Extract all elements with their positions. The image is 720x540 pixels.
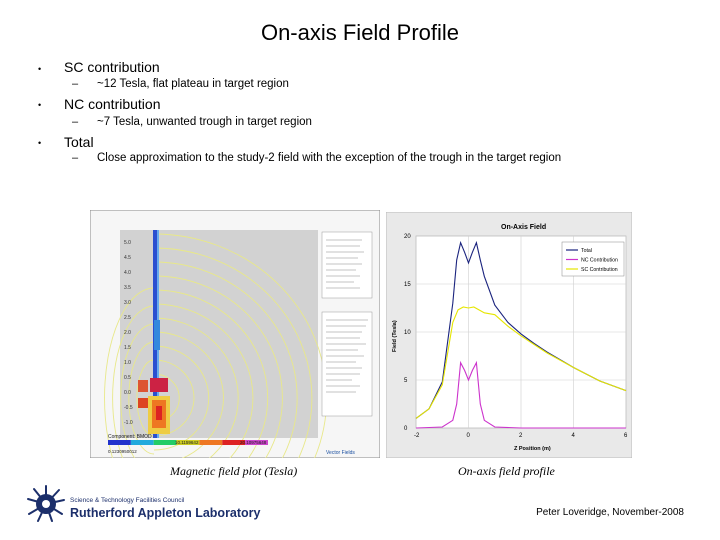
- field-plot-y-tick-label: 4.5: [124, 255, 131, 261]
- field-contour: [153, 289, 269, 458]
- field-plot-y-tick-label: -0.5: [124, 405, 133, 411]
- field-contour-lines: [104, 233, 328, 458]
- on-axis-field-chart: On-Axis Field -2 0 2 4 6 0 5 10 15 20 Total NC Con…: [386, 212, 632, 458]
- field-contour: [153, 303, 254, 458]
- field-plot-y-tick-label: 3.0: [124, 300, 131, 306]
- field-plot-y-tick-label: 1.0: [124, 360, 131, 366]
- sc-coil: [150, 378, 168, 392]
- field-contour: [128, 341, 155, 455]
- field-contour: [153, 261, 298, 458]
- bullet-marker: •: [38, 138, 42, 148]
- sub-bullet-total: Close approximation to the study-2 field…: [97, 152, 562, 164]
- x-tick-label: 6: [624, 433, 628, 439]
- bullet-marker: •: [38, 100, 42, 110]
- logo-lab-name: Rutherford Appleton Laboratory: [70, 506, 261, 520]
- chart-title: On-Axis Field: [501, 224, 546, 231]
- y-axis-label: Field (Tesla): [392, 320, 398, 352]
- y-tick-label: 0: [404, 426, 408, 432]
- field-colorbar: [108, 440, 268, 445]
- x-tick-label: 4: [572, 433, 576, 439]
- field-plot-y-tick-label: 5.0: [124, 240, 131, 246]
- field-plot-y-tick-label: 0.5: [124, 375, 131, 381]
- magnetic-field-plot: 5.0 4.5 4.0 3.5 3.0 2.5 2.0 1.5 1.0 0.5 0.0 -0.5 -1.…: [90, 210, 380, 458]
- colorbar-segment: [130, 440, 154, 445]
- field-contour: [153, 331, 224, 458]
- field-contour: [153, 317, 239, 458]
- field-plot-y-tick-label: 1.5: [124, 345, 131, 351]
- legend-label: SC Contribution: [581, 267, 618, 273]
- colorbar-segment: [245, 440, 268, 445]
- series-line-nc-contribution: [415, 360, 626, 429]
- sub-bullet-marker: –: [72, 116, 79, 128]
- colorbar-min-label: 0.1230950012: [108, 449, 137, 454]
- bullet-marker: •: [38, 64, 42, 74]
- field-plot-y-tick-label: 4.0: [124, 270, 131, 276]
- author-date: Peter Loveridge, November-2008: [536, 507, 684, 518]
- colorbar-segment: [176, 440, 200, 445]
- colorbar-mid-label: 10.1159642: [175, 440, 199, 445]
- legend-label: NC Contribution: [581, 258, 618, 264]
- x-axis-label: Z Position (m): [514, 446, 551, 452]
- x-tick-label: 2: [519, 433, 523, 439]
- y-tick-label: 15: [404, 282, 411, 288]
- stfc-logo: Science & Technology Facilities Council …: [26, 484, 266, 530]
- field-contour: [104, 287, 155, 458]
- legend-label: Total: [581, 248, 592, 254]
- caption-field-plot: Magnetic field plot (Tesla): [170, 464, 298, 478]
- series-line-sc-contribution: [415, 306, 627, 419]
- y-tick-label: 20: [404, 234, 411, 240]
- chart-legend: Total NC Contribution SC Contribution: [561, 241, 625, 277]
- component-label: Component: BMOD: [108, 434, 152, 440]
- x-tick-label: 0: [467, 433, 471, 439]
- field-plot-y-tick-label: 3.5: [124, 285, 131, 291]
- bullet-total: Total: [64, 134, 94, 150]
- x-tick-label: -2: [414, 433, 420, 439]
- y-tick-label: 10: [404, 330, 411, 336]
- sub-bullet-marker: –: [72, 152, 79, 164]
- sub-bullet-marker: –: [72, 78, 79, 90]
- field-plot-y-tick-label: -1.0: [124, 420, 133, 426]
- field-plot-y-tick-label: 2.0: [124, 330, 131, 336]
- field-contour: [120, 323, 155, 458]
- logo-council-name: Science & Technology Facilities Council: [70, 497, 185, 504]
- vector-fields-brand: Vector Fields: [326, 450, 355, 456]
- field-contour: [153, 275, 283, 458]
- model-info-panel: [321, 311, 373, 417]
- field-contour: [153, 359, 195, 437]
- bullet-nc-contribution: NC contribution: [64, 96, 161, 112]
- bullet-sc-contribution: SC contribution: [64, 59, 160, 75]
- nc-coil: [154, 320, 160, 350]
- colorbar-segment: [153, 440, 177, 445]
- colorbar-segment: [108, 440, 131, 445]
- field-contour: [112, 305, 155, 458]
- caption-field-profile: On-axis field profile: [458, 464, 555, 478]
- field-contour: [153, 247, 313, 458]
- sub-bullet-nc: ~7 Tesla, unwanted trough in target regi…: [97, 116, 312, 128]
- colorbar-segment: [199, 440, 223, 445]
- field-plot-y-tick-label: 2.5: [124, 315, 131, 321]
- colorbar-max-label: 20.10975648: [240, 440, 267, 445]
- y-tick-label: 5: [404, 378, 408, 384]
- field-contour: [136, 359, 155, 437]
- sub-bullet-sc: ~12 Tesla, flat plateau in target region: [97, 78, 289, 90]
- stfc-sunburst-logo-icon: [27, 485, 65, 522]
- colorbar-segment: [222, 440, 246, 445]
- series-line-total: [415, 240, 627, 419]
- field-plot-y-tick-label: 0.0: [124, 390, 131, 396]
- info-panel: [321, 231, 373, 299]
- slide-title: On-axis Field Profile: [260, 20, 460, 45]
